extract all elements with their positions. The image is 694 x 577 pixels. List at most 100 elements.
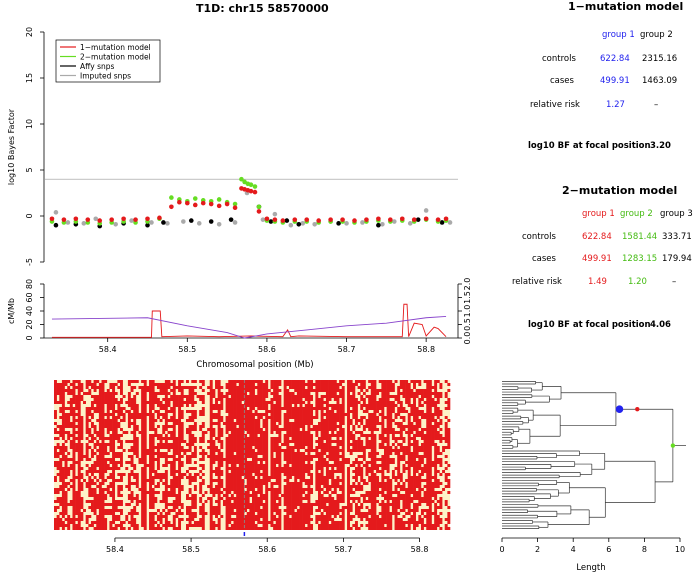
heatmap-cell bbox=[362, 410, 366, 413]
heatmap-cell bbox=[170, 443, 174, 449]
heatmap-cell bbox=[444, 380, 448, 383]
heatmap-cell bbox=[162, 398, 166, 401]
heatmap-cell bbox=[201, 479, 205, 485]
heatmap-cell bbox=[88, 476, 92, 497]
heatmap-cell bbox=[236, 386, 240, 425]
heatmap-cell bbox=[225, 416, 229, 434]
heatmap-cell bbox=[291, 392, 295, 404]
heatmap-cell bbox=[415, 503, 419, 512]
heatmap-cell bbox=[447, 479, 451, 488]
heatmap-cell bbox=[439, 392, 443, 398]
heatmap-cell bbox=[188, 473, 192, 485]
heatmap-cell bbox=[69, 434, 73, 437]
heatmap-cell bbox=[357, 380, 361, 383]
data-point bbox=[376, 216, 381, 222]
heatmap-cell bbox=[405, 410, 409, 413]
heatmap-cell bbox=[188, 386, 192, 404]
heatmap-cell bbox=[325, 455, 329, 458]
heatmap-cell bbox=[310, 488, 314, 494]
heatmap-cell bbox=[423, 380, 427, 383]
heatmap-cell bbox=[117, 473, 121, 476]
heatmap-cell bbox=[278, 446, 282, 494]
heatmap-cell bbox=[117, 500, 121, 506]
heatmap-cell bbox=[436, 392, 440, 404]
heatmap-cell bbox=[106, 464, 110, 470]
y-tick-label: 20 bbox=[25, 319, 34, 329]
heatmap-cell bbox=[415, 440, 419, 458]
heatmap-cell bbox=[67, 431, 71, 440]
data-point bbox=[93, 216, 99, 222]
heatmap-cell bbox=[365, 434, 369, 449]
heatmap-cell bbox=[114, 416, 118, 440]
heatmap-cell bbox=[399, 422, 403, 440]
heatmap-cell bbox=[436, 458, 440, 464]
heatmap-cell bbox=[88, 389, 92, 395]
heatmap-cell bbox=[104, 458, 108, 473]
heatmap-cell bbox=[54, 437, 57, 440]
heatmap-cell bbox=[191, 452, 195, 458]
heatmap-cell bbox=[175, 386, 179, 389]
heatmap-cell bbox=[354, 440, 358, 452]
heatmap-cell bbox=[391, 428, 395, 440]
y-tick-label: 10 bbox=[25, 119, 34, 129]
heatmap-cell bbox=[212, 479, 216, 482]
heatmap-cell bbox=[230, 503, 234, 515]
heatmap-cell bbox=[447, 527, 451, 530]
heatmap-cell bbox=[360, 512, 364, 521]
heatmap-cell bbox=[376, 458, 380, 461]
heatmap-cell bbox=[307, 380, 311, 476]
heatmap-cell bbox=[246, 380, 250, 392]
heatmap-cell bbox=[170, 461, 174, 476]
heatmap-cell bbox=[257, 437, 261, 455]
heatmap-cell bbox=[104, 494, 108, 500]
heatmap-cell bbox=[349, 395, 353, 407]
heatmap-cell bbox=[151, 380, 155, 410]
heatmap-cell bbox=[156, 434, 160, 440]
heatmap-cell bbox=[397, 407, 401, 416]
heatmap-cell bbox=[75, 461, 79, 464]
heatmap-cell bbox=[333, 440, 337, 443]
heatmap-cell bbox=[323, 413, 327, 416]
heatmap-cell bbox=[85, 392, 89, 395]
heatmap-cell bbox=[104, 419, 108, 428]
heatmap-cell bbox=[333, 470, 337, 473]
heatmap-cell bbox=[56, 425, 60, 428]
heatmap-cell bbox=[83, 401, 86, 404]
heatmap-cell bbox=[90, 479, 94, 485]
heatmap-cell bbox=[381, 380, 385, 449]
heatmap-cell bbox=[56, 461, 60, 470]
heatmap-cell bbox=[352, 461, 356, 467]
one-mutation-bf-label: log10 BF at focal position bbox=[528, 141, 651, 151]
heatmap-cell bbox=[175, 458, 179, 461]
heatmap-cell bbox=[85, 407, 89, 434]
heatmap-cell bbox=[117, 401, 121, 419]
heatmap-cell bbox=[278, 497, 282, 506]
data-point bbox=[344, 221, 349, 226]
heatmap-cell bbox=[291, 446, 295, 476]
heatmap-cell bbox=[215, 422, 218, 425]
heatmap-cell bbox=[397, 431, 401, 434]
heatmap-cell bbox=[407, 413, 411, 515]
heatmap-cell bbox=[360, 461, 364, 464]
heatmap-cell bbox=[413, 503, 416, 530]
heatmap-cell bbox=[384, 416, 387, 419]
heatmap-cell bbox=[323, 407, 327, 410]
one-mutation-title: 1−mutation model bbox=[568, 0, 684, 13]
heatmap-cell bbox=[283, 464, 287, 476]
heatmap-cell bbox=[186, 494, 189, 500]
heatmap-cell bbox=[439, 473, 443, 476]
two-mutation-header-group2: group 2 bbox=[620, 209, 653, 219]
heatmap-cell bbox=[352, 470, 356, 473]
data-point bbox=[216, 197, 222, 202]
heatmap-cell bbox=[233, 518, 237, 530]
heatmap-cell bbox=[162, 452, 166, 458]
heatmap-cell bbox=[85, 437, 89, 440]
heatmap-cell bbox=[423, 413, 427, 419]
data-point bbox=[145, 216, 150, 222]
data-point bbox=[53, 222, 59, 228]
heatmap-cell bbox=[156, 509, 160, 512]
heatmap-cell bbox=[207, 428, 211, 431]
heatmap-cell bbox=[439, 491, 443, 494]
y-tick-label: 0 bbox=[25, 335, 34, 340]
heatmap-cell bbox=[378, 482, 382, 488]
